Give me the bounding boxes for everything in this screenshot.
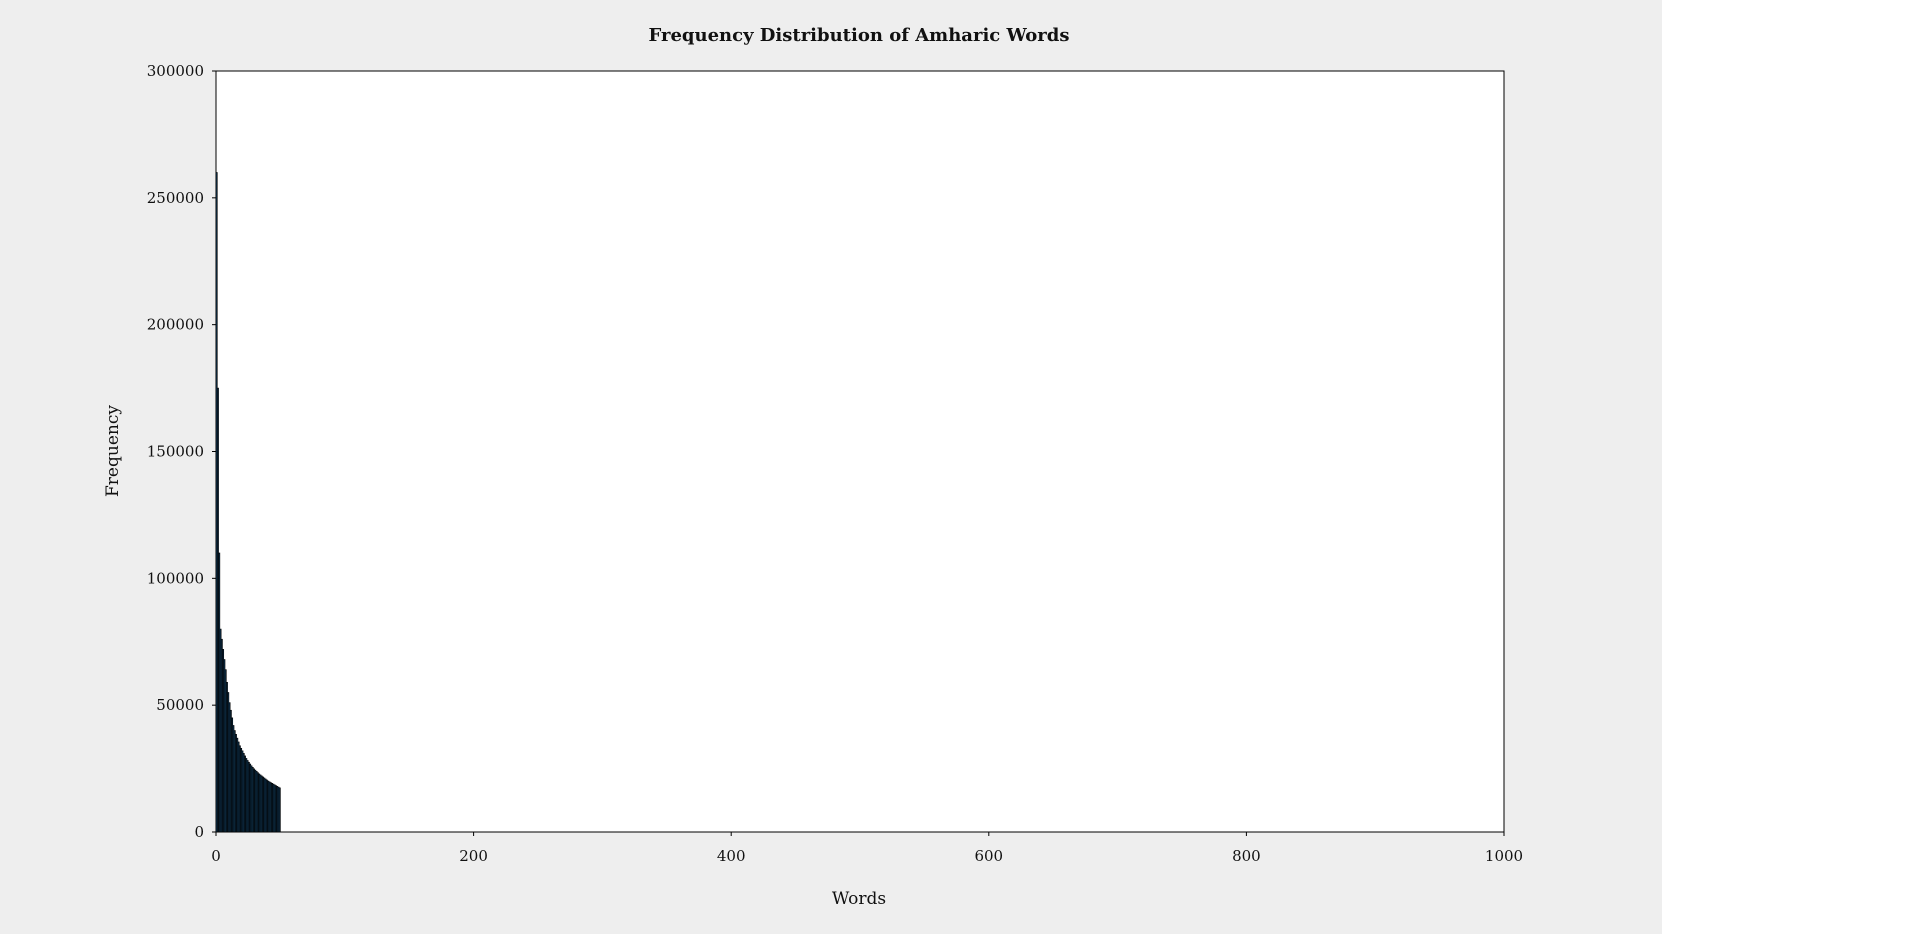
chart-title: Frequency Distribution of Amharic Words: [649, 25, 1070, 46]
y-tick-label: 250000: [147, 189, 204, 207]
y-axis-ticks: 0 50000 100000 150000 200000 250000 300000: [147, 62, 216, 841]
y-tick-label: 0: [194, 823, 204, 841]
y-tick-label: 200000: [147, 316, 204, 334]
x-tick-label: 600: [974, 847, 1003, 865]
y-axis-label: Frequency: [103, 405, 123, 497]
x-tick-label: 200: [459, 847, 488, 865]
plot-area: [215, 70, 1505, 833]
y-tick-label: 150000: [147, 443, 204, 461]
y-tick-label: 100000: [147, 569, 204, 587]
x-tick-label: 0: [211, 847, 221, 865]
bars-group: [215, 172, 281, 833]
bar: [278, 787, 281, 833]
y-tick-label: 50000: [156, 696, 204, 714]
x-tick-label: 1000: [1485, 847, 1523, 865]
x-axis-ticks: 0 200 400 600 800 1000: [211, 832, 1523, 865]
y-tick-label: 300000: [147, 62, 204, 80]
x-axis-label: Words: [832, 889, 886, 909]
x-tick-label: 400: [717, 847, 746, 865]
chart: Frequency Distribution of Amharic Words …: [103, 25, 1523, 909]
x-tick-label: 800: [1232, 847, 1261, 865]
